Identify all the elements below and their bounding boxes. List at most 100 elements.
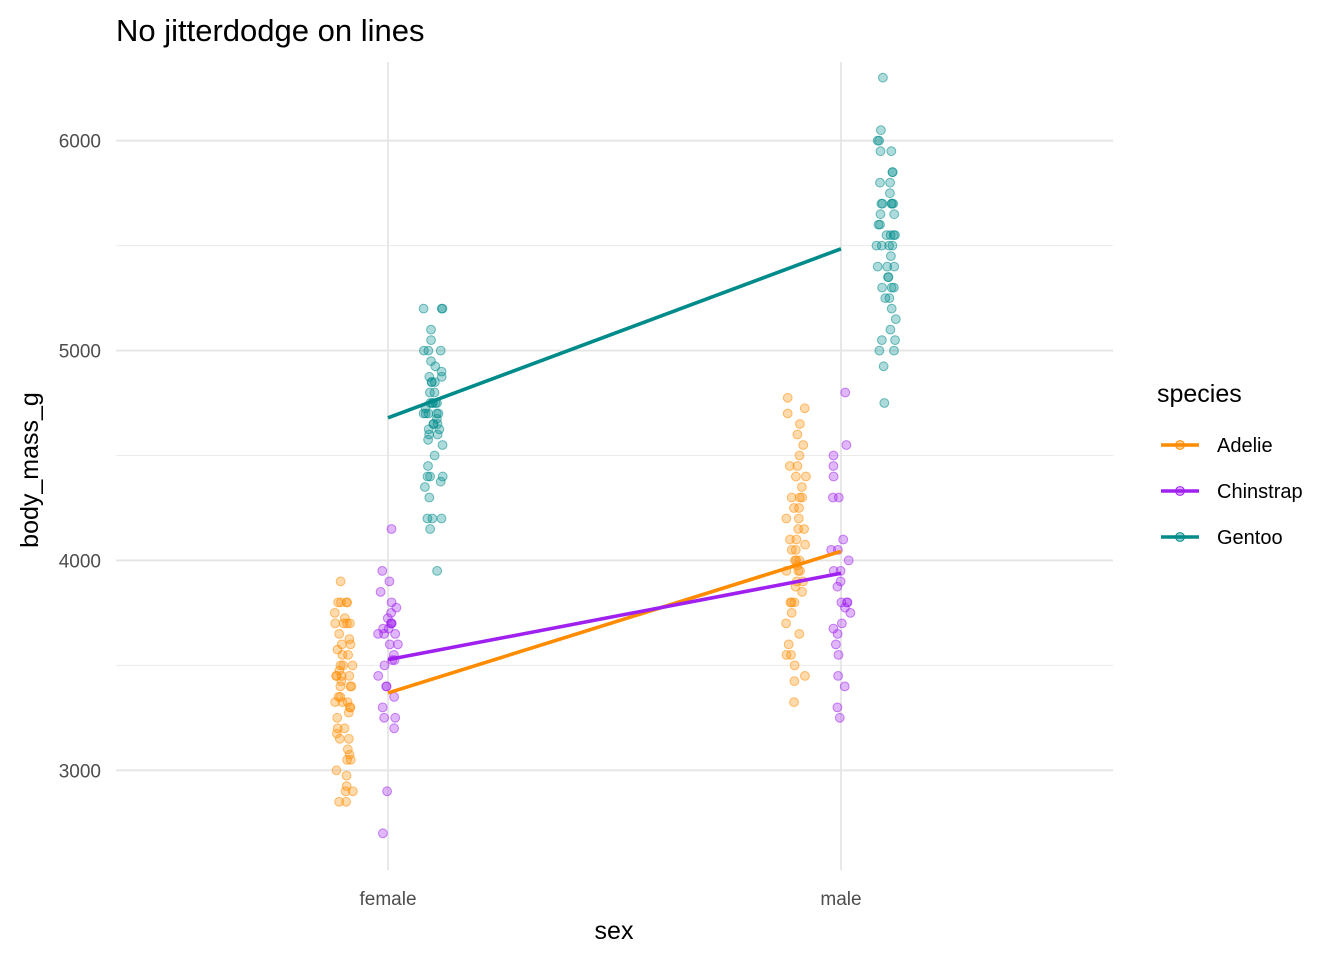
data-point [341,796,352,807]
y-tick-label: 3000 [59,761,101,782]
data-point [795,419,805,429]
data-point [426,356,436,367]
data-point [339,723,350,734]
data-point [890,335,900,346]
data-point [422,471,433,482]
data-point [429,450,440,461]
data-point [424,492,435,503]
legend: species Adelie Chinstrap Gentoo [1157,380,1303,549]
data-point [828,492,838,503]
data-point [883,272,894,283]
data-point [884,240,894,251]
data-point [336,639,347,650]
data-point [341,781,352,791]
data-point [427,513,438,524]
data-point [842,597,852,608]
data-point [419,345,429,356]
data-point [379,712,390,723]
data-point [342,744,353,755]
data-point [437,440,448,450]
data-point [889,209,900,220]
data-point [886,251,896,262]
data-point [889,261,900,272]
data-point [797,492,807,503]
data-point [877,198,888,209]
data-point [791,471,801,482]
data-point [794,450,805,461]
data-point [333,692,344,702]
data-point [795,566,805,576]
data-point [424,429,435,440]
data-point [828,471,839,482]
data-point [840,602,850,613]
data-point [872,135,883,146]
series-line [387,247,842,420]
data-point [389,723,400,734]
data-point [433,408,444,419]
data-point [794,492,805,503]
data-point [377,566,388,576]
grid [116,62,1113,870]
data-point [373,671,384,681]
data-point [793,524,804,534]
data-point [337,697,348,707]
data-point [348,786,358,797]
data-point [426,324,436,335]
data-point [345,702,355,713]
data-point [888,230,899,241]
data-point [342,618,352,629]
data-point [878,72,888,83]
data-point [886,146,897,157]
legend-items: Adelie Chinstrap Gentoo [1161,435,1303,549]
data-point [436,371,447,382]
data-point [882,261,893,272]
series-line [387,549,842,695]
data-point [435,476,446,487]
data-point [876,240,887,251]
data-point [886,282,897,293]
data-point [789,660,800,671]
data-point [890,314,901,325]
data-point [332,712,343,723]
data-point [786,608,797,618]
data-point [832,581,843,592]
data-point [426,377,437,388]
data-point [874,345,885,356]
data-point [784,461,795,471]
data-point [782,392,793,403]
data-point [797,587,807,597]
data-point [343,650,354,660]
data-point [342,597,352,608]
data-point [428,419,439,429]
data-point [436,366,447,377]
data-point [382,786,393,797]
data-point [382,613,393,624]
y-tick-label: 4000 [59,551,101,572]
data-point [381,681,392,692]
data-point [418,303,429,314]
data-point [801,471,811,482]
data-point [378,828,388,839]
data-point [875,146,886,157]
data-point [840,387,851,398]
data-point [331,765,342,776]
data-point [800,671,810,681]
legend-key-point [1175,532,1185,542]
data-point [432,566,443,576]
data-point [437,303,448,314]
data-point [790,545,801,555]
data-point [386,597,397,608]
data-point [877,335,887,346]
data-point [783,639,794,650]
data-point [872,261,883,272]
data-point [344,749,355,760]
data-point [418,408,429,419]
data-point [887,167,898,178]
data-point [798,440,809,450]
data-point [877,282,887,293]
data-point [339,613,350,624]
data-point [424,371,435,382]
data-point [833,650,844,660]
data-point [885,177,895,188]
